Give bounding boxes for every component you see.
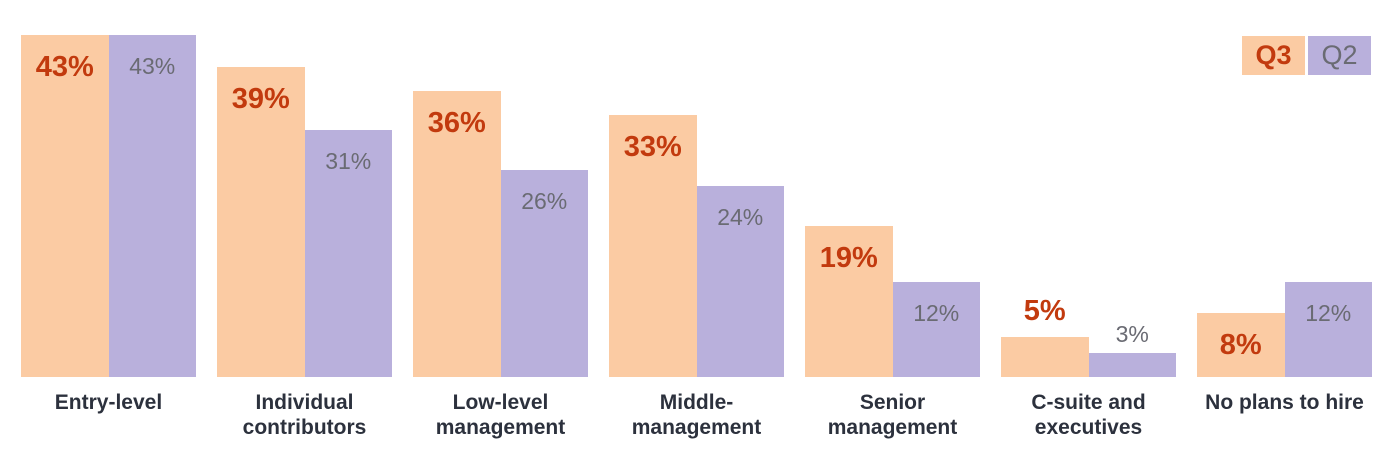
legend: Q3 Q2 [1242,36,1371,75]
category-label: C-suite and executives [1031,391,1146,439]
q2-value-label: 26% [521,188,568,214]
category-group: 19% 12% Senior management [805,0,980,439]
category-label: Middle- management [631,391,762,439]
q3-bar: 8% [1197,313,1285,377]
bar-pair: 5% 3% [1001,295,1176,377]
q2-value-label: 43% [129,53,176,79]
q2-bar: 3% [1088,321,1176,377]
legend-q3-label: Q3 [1255,40,1292,70]
category-label: Entry-level [54,391,163,414]
bar-pair: 19% 12% [805,226,980,377]
q2-value-label: 12% [913,300,960,326]
category-group: 39% 31% Individual contributors [217,0,392,439]
q3-bar: 5% [1001,295,1089,377]
q2-bar: 26% [500,170,588,377]
q2-value-label: 3% [1115,321,1149,347]
category-group: 36% 26% Low-level management [413,0,588,439]
category-label: Individual contributors [242,391,367,439]
category-label: No plans to hire [1205,391,1364,414]
q2-bar: 31% [304,130,392,377]
q2-bar: 12% [1284,282,1372,377]
legend-q2-label: Q2 [1321,40,1358,70]
q3-bar: 36% [413,91,501,377]
q3-bar: 43% [21,35,109,377]
q3-value-label: 8% [1219,329,1262,361]
q3-value-label: 33% [623,131,682,163]
q3-bar: 19% [805,226,893,377]
q2-bar: 24% [696,186,784,377]
bar-pair: 43% 43% [21,35,196,377]
q2-value-label: 12% [1305,300,1352,326]
bar-pair: 36% 26% [413,91,588,377]
category-label: Low-level management [435,391,566,439]
category-group: 43% 43% Entry-level [21,0,196,414]
plot-area: 43% 43% Entry-level 39% 31% Individual c… [21,0,1372,439]
q2-value-label: 31% [325,148,372,174]
q3-value-label: 39% [231,83,290,115]
category-group: 5% 3% C-suite and executives [1001,0,1176,439]
category-label: Senior management [827,391,958,439]
q2-bar: 12% [892,282,980,377]
q3-value-label: 5% [1023,295,1066,327]
q3-bar: 33% [609,115,697,377]
category-group: 8% 12% No plans to hire [1197,0,1372,414]
bar-pair: 39% 31% [217,67,392,377]
category-group: 33% 24% Middle- management [609,0,784,439]
legend-item-q2: Q2 [1308,36,1371,75]
q3-value-label: 19% [819,242,878,274]
legend-item-q3: Q3 [1242,36,1305,75]
q3-bar: 39% [217,67,305,377]
q3-value-label: 36% [427,107,486,139]
bar-pair: 33% 24% [609,115,784,377]
bar-pair: 8% 12% [1197,282,1372,377]
q2-value-label: 24% [717,204,764,230]
q3-value-label: 43% [35,51,94,83]
q2-bar: 43% [108,35,196,377]
